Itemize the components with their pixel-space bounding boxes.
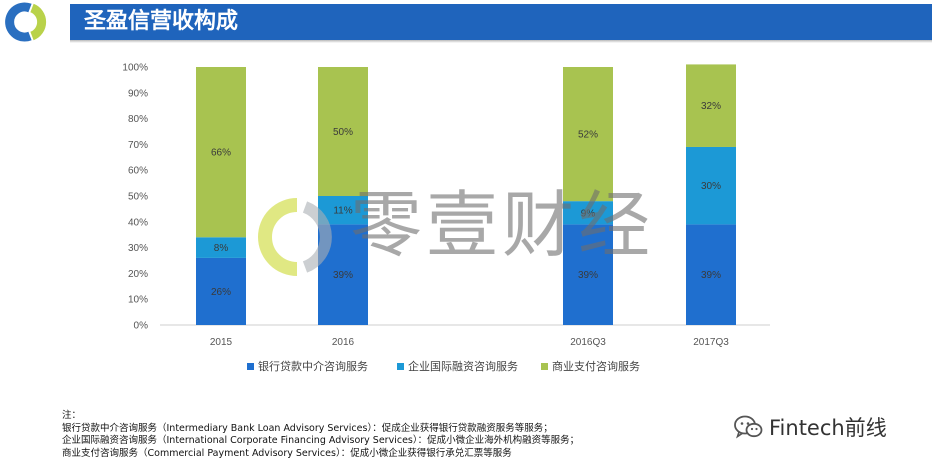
bar-segment (686, 64, 736, 147)
data-label: 30% (701, 181, 721, 192)
y-tick-label: 50% (128, 192, 148, 203)
brand-badge: Fintech前线 (733, 412, 887, 442)
y-tick-label: 40% (128, 217, 148, 228)
data-label: 39% (701, 270, 721, 281)
y-tick-label: 10% (128, 295, 148, 306)
legend-label: 商业支付咨询服务 (552, 359, 640, 373)
title-divider (70, 40, 932, 43)
data-label: 8% (214, 243, 229, 254)
brand-text: Fintech前线 (769, 416, 887, 440)
y-tick-label: 90% (128, 88, 148, 99)
watermark-logo (258, 198, 332, 276)
wechat-icon (734, 415, 763, 439)
bar-segment (196, 237, 246, 258)
data-label: 52% (578, 130, 598, 141)
x-tick-label: 2015 (210, 337, 233, 348)
x-tick-label: 2016 (332, 337, 355, 348)
bar-segment (686, 224, 736, 325)
data-label: 39% (578, 270, 598, 281)
y-tick-label: 80% (128, 114, 148, 125)
legend-label: 企业国际融资咨询服务 (408, 359, 518, 373)
note-line-2: 企业国际融资咨询服务（International Corporate Finan… (62, 435, 580, 446)
note-line-3: 商业支付咨询服务（Commercial Payment Advisory Ser… (62, 447, 512, 459)
bar-segment (196, 257, 246, 325)
legend-swatch (397, 363, 404, 370)
y-tick-label: 100% (122, 63, 148, 74)
data-label: 26% (211, 287, 231, 298)
y-tick-label: 60% (128, 166, 148, 177)
watermark-text: 零壹财经 (350, 183, 655, 267)
bar-segment (686, 146, 736, 225)
bar-segment (563, 67, 613, 202)
data-label: 66% (211, 148, 231, 159)
bar-segment (563, 201, 613, 225)
note-line-1: 银行贷款中介咨询服务（Intermediary Bank Loan Adviso… (62, 422, 553, 434)
y-tick-label: 20% (128, 269, 148, 280)
notes-heading: 注： (62, 410, 82, 421)
data-label: 9% (581, 208, 596, 219)
bar-segment (563, 224, 613, 325)
y-tick-label: 30% (128, 243, 148, 254)
legend-swatch (247, 363, 254, 370)
data-label: 50% (333, 127, 353, 138)
bar-segment (196, 67, 246, 238)
bar-segment (318, 67, 368, 196)
x-tick-label: 2016Q3 (570, 337, 606, 348)
company-logo (5, 2, 47, 42)
page-title: 圣盈信营收构成 (70, 4, 932, 40)
y-tick-label: 0% (134, 321, 149, 332)
data-label: 39% (333, 270, 353, 281)
data-label: 32% (701, 101, 721, 112)
data-label: 11% (333, 206, 352, 217)
y-tick-label: 70% (128, 140, 148, 151)
x-tick-label: 2017Q3 (693, 337, 729, 348)
footnotes: 注： 银行贷款中介咨询服务（Intermediary Bank Loan Adv… (62, 410, 579, 460)
legend-swatch (541, 363, 548, 370)
legend-label: 银行贷款中介咨询服务 (258, 359, 368, 373)
